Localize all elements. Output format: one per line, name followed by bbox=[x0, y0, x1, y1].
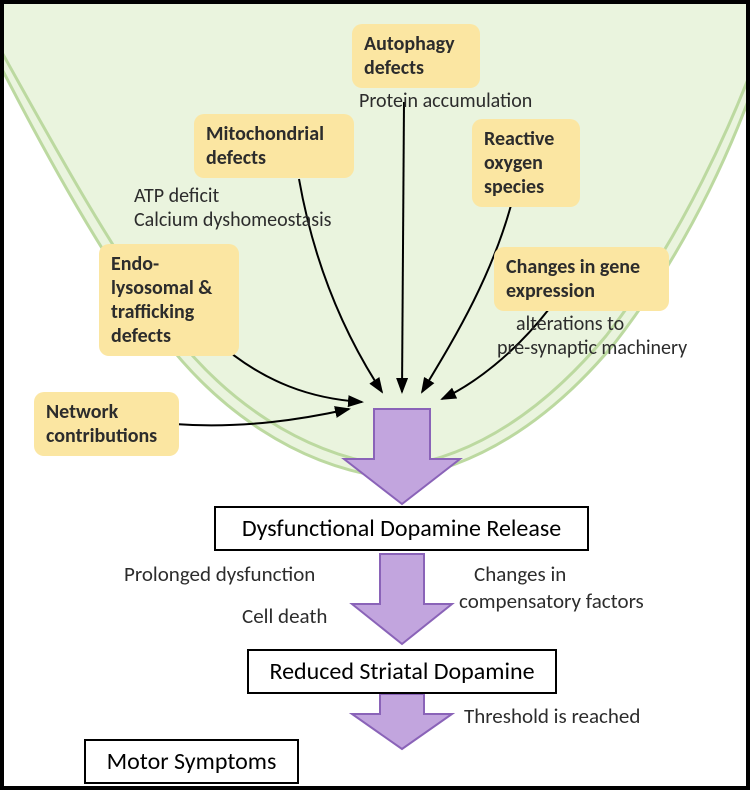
factor-network-l2: contributions bbox=[46, 424, 157, 448]
factor-autophagy: Autophagy defects bbox=[352, 24, 480, 88]
factor-gene-l2: expression bbox=[506, 279, 595, 303]
factor-endo-l4: defects bbox=[111, 324, 171, 348]
factor-ros: Reactive oxygen species bbox=[472, 119, 580, 207]
factor-network: Network contributions bbox=[34, 392, 179, 456]
factor-ros-label: Reactive oxygen species bbox=[484, 127, 554, 199]
factor-mitochondrial-sub2: Calcium dyshomeostasis bbox=[134, 208, 331, 232]
factor-endo-l2: lysosomal & bbox=[111, 276, 212, 300]
factor-gene-sub1: alterations to bbox=[516, 312, 624, 336]
factor-gene-expression: Changes in gene expression bbox=[494, 247, 669, 311]
factor-network-l1: Network bbox=[46, 400, 118, 424]
outcome-ddr: Dysfunctional Dopamine Release bbox=[214, 506, 589, 551]
factor-autophagy-label: Autophagy defects bbox=[364, 32, 455, 80]
outcome-rsd-text: Reduced Striatal Dopamine bbox=[269, 657, 534, 686]
diagram-frame: Autophagy defects Protein accumulation M… bbox=[0, 0, 750, 790]
factor-mitochondrial: Mitochondrial defects bbox=[194, 114, 354, 178]
big-arrow-2 bbox=[352, 554, 452, 644]
outcome-rsd: Reduced Striatal Dopamine bbox=[247, 649, 557, 694]
outcome-ms-text: Motor Symptoms bbox=[107, 747, 277, 776]
factor-endolysosomal: Endo- lysosomal & trafficking defects bbox=[99, 244, 239, 356]
annotation-threshold: Threshold is reached bbox=[464, 704, 640, 729]
factor-gene-sub2: pre-synaptic machinery bbox=[497, 336, 687, 360]
big-arrow-3 bbox=[352, 694, 452, 749]
outcome-ms: Motor Symptoms bbox=[84, 739, 299, 784]
factor-autophagy-sub: Protein accumulation bbox=[359, 89, 532, 113]
annotation-celldeath: Cell death bbox=[242, 604, 327, 629]
factor-endo-l3: trafficking bbox=[111, 300, 194, 324]
factor-gene-l1: Changes in gene bbox=[506, 255, 640, 279]
factor-mitochondrial-sub1: ATP deficit bbox=[134, 184, 219, 208]
annotation-comp-l2: compensatory factors bbox=[459, 589, 644, 614]
factor-mitochondrial-label: Mitochondrial defects bbox=[206, 122, 324, 170]
big-arrow-1 bbox=[344, 409, 460, 504]
factor-endo-l1: Endo- bbox=[111, 252, 159, 276]
annotation-prolonged: Prolonged dysfunction bbox=[124, 562, 315, 587]
annotation-comp-l1: Changes in bbox=[474, 562, 566, 587]
outcome-ddr-text: Dysfunctional Dopamine Release bbox=[242, 514, 561, 543]
